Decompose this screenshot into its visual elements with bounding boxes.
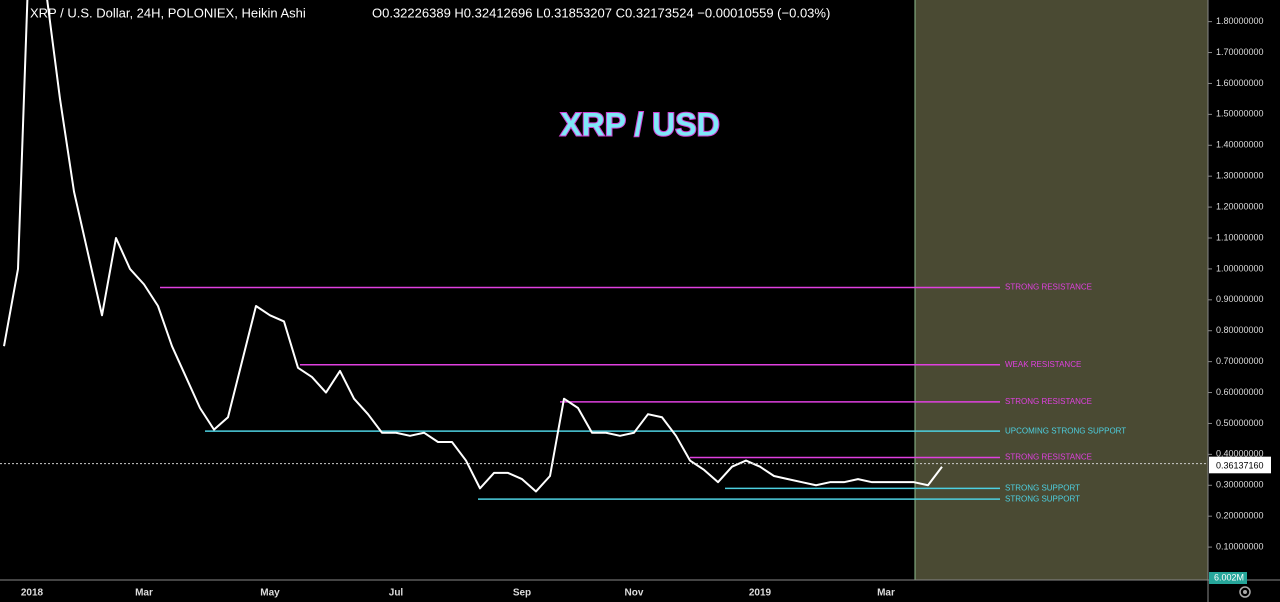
plot-area: STRONG RESISTANCE WEAK RESISTANCE STRONG R… — [0, 0, 1208, 503]
x-tick-label: 2019 — [749, 588, 772, 599]
x-tick-label: May — [260, 588, 280, 599]
level-label: WEAK RESISTANCE — [1005, 360, 1081, 369]
y-tick-label: 1.50000000 — [1216, 109, 1264, 119]
price-label-box — [1209, 459, 1271, 474]
y-tick-label: 1.70000000 — [1216, 47, 1264, 57]
x-tick-label: Nov — [625, 588, 644, 599]
y-tick-label: 1.20000000 — [1216, 201, 1264, 211]
y-tick-label: 0.30000000 — [1216, 480, 1264, 490]
x-tick-label: Jul — [389, 588, 404, 599]
y-tick-label: 1.60000000 — [1216, 78, 1264, 88]
volume-label: 6.002M — [1214, 572, 1244, 582]
level-label: STRONG RESISTANCE — [1005, 283, 1092, 292]
y-tick-label: 0.40000000 — [1216, 449, 1264, 459]
y-tick-label: 0.70000000 — [1216, 356, 1264, 366]
y-tick-label: 0.60000000 — [1216, 387, 1264, 397]
y-tick-label: 0.10000000 — [1216, 541, 1264, 551]
price-line — [3, 0, 943, 493]
volume-label-box — [1209, 572, 1247, 584]
x-tick-label: 2018 — [21, 588, 44, 599]
chart-header: XRP / U.S. Dollar, 24H, POLONIEX, Heikin… — [30, 5, 306, 20]
y-tick-label: 1.80000000 — [1216, 16, 1264, 26]
y-tick-label: 1.30000000 — [1216, 171, 1264, 181]
projection-zone — [915, 0, 1208, 580]
level-label: UPCOMING STRONG SUPPORT — [1005, 426, 1126, 435]
x-tick-label: Sep — [513, 588, 531, 599]
y-tick-label: 0.50000000 — [1216, 418, 1264, 428]
y-tick-label: 1.00000000 — [1216, 263, 1264, 273]
y-tick-label: 0.90000000 — [1216, 294, 1264, 304]
x-tick-label: Mar — [135, 588, 153, 599]
y-tick-label: 1.10000000 — [1216, 232, 1264, 242]
y-tick-label: 0.20000000 — [1216, 511, 1264, 521]
ohlc-readout: O0.32226389 H0.32412696 L0.31853207 C0.3… — [372, 5, 830, 20]
level-label: STRONG SUPPORT — [1005, 483, 1080, 492]
price-label: 0.36137160 — [1216, 461, 1264, 471]
level-label: STRONG SUPPORT — [1005, 494, 1080, 503]
level-label: STRONG RESISTANCE — [1005, 397, 1092, 406]
level-label: STRONG RESISTANCE — [1005, 453, 1092, 462]
watermark-title: XRP / USD — [560, 106, 719, 142]
x-tick-label: Mar — [877, 588, 895, 599]
settings-icon[interactable] — [1239, 586, 1251, 598]
y-tick-label: 1.40000000 — [1216, 140, 1264, 150]
y-tick-label: 0.80000000 — [1216, 325, 1264, 335]
